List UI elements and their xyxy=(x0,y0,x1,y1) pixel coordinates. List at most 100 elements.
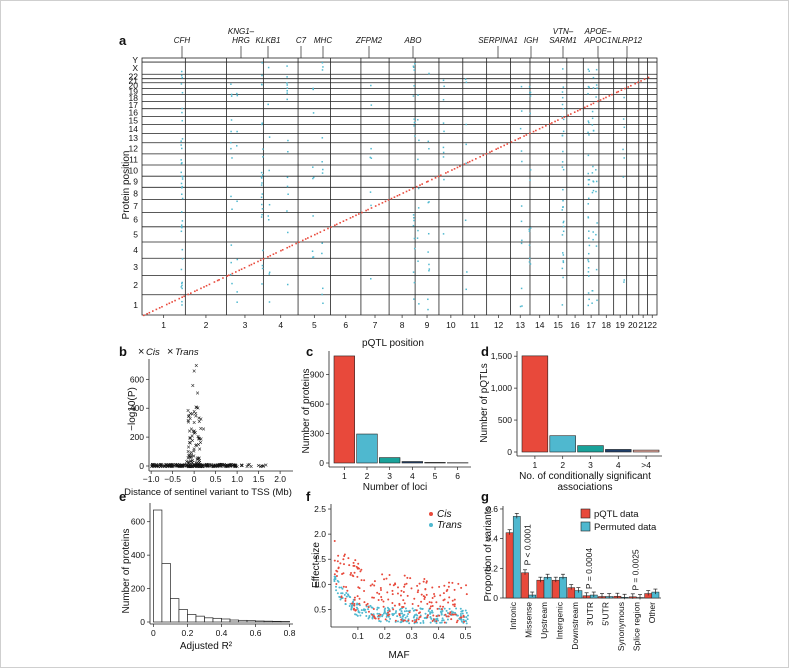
cis-point xyxy=(397,586,400,589)
cis-point xyxy=(643,78,646,81)
trans-point xyxy=(587,154,590,157)
variant-point: × xyxy=(151,463,155,470)
variant-point: × xyxy=(157,462,161,469)
trans-point xyxy=(561,134,564,137)
variant-point: × xyxy=(225,464,229,471)
trans-point xyxy=(562,276,564,279)
cis-point xyxy=(345,218,348,221)
variant-point: × xyxy=(181,463,185,470)
y-tick-label: 5 xyxy=(133,229,138,239)
cis-point xyxy=(455,621,458,624)
cis-point xyxy=(570,113,572,115)
trans-point xyxy=(261,74,263,77)
trans-point xyxy=(403,610,406,613)
y-tick-label: 200 xyxy=(130,432,144,442)
cis-point xyxy=(456,166,459,169)
panel-e-ylabel: Number of proteins xyxy=(121,528,132,613)
trans-point xyxy=(519,305,522,308)
cis-point xyxy=(423,577,426,580)
variant-point: × xyxy=(198,440,202,447)
histogram-bar xyxy=(229,619,239,623)
trans-point xyxy=(623,96,625,99)
cis-point xyxy=(351,602,354,605)
variant-point: × xyxy=(216,462,220,469)
cis-point xyxy=(538,127,541,130)
cis-point xyxy=(359,570,362,573)
variant-point: × xyxy=(260,463,264,470)
cis-point xyxy=(372,596,375,599)
cis-point xyxy=(316,232,319,235)
variant-point: × xyxy=(216,463,220,470)
variant-point: × xyxy=(159,462,163,469)
cis-point xyxy=(168,302,171,305)
trans-point xyxy=(322,66,324,68)
trans-point xyxy=(416,237,419,239)
trans-point xyxy=(181,178,184,180)
cis-point xyxy=(342,220,345,223)
cis-point xyxy=(379,587,382,590)
cis-point xyxy=(280,249,282,252)
cis-point xyxy=(183,295,185,298)
variant-point: × xyxy=(214,463,218,470)
variant-point: × xyxy=(170,464,174,471)
x-tick-label: 1.5 xyxy=(253,474,265,484)
panel-label-f: f xyxy=(306,489,311,504)
trans-point xyxy=(181,248,184,251)
variant-point: × xyxy=(188,453,192,460)
variant-point: × xyxy=(233,464,237,471)
cis-point xyxy=(440,174,442,177)
variant-point: × xyxy=(192,462,196,469)
variant-point: × xyxy=(189,426,193,433)
cis-point xyxy=(451,599,454,602)
cis-point xyxy=(218,279,220,281)
cis-point xyxy=(363,601,366,604)
variant-point: × xyxy=(192,420,196,427)
trans-point xyxy=(461,610,464,613)
trans-point xyxy=(261,193,264,195)
variant-point: × xyxy=(165,462,169,469)
trans-point xyxy=(345,591,348,594)
trans-point xyxy=(592,238,594,241)
variant-point: × xyxy=(174,463,178,470)
variant-point: × xyxy=(206,464,210,471)
cis-point xyxy=(267,256,269,258)
cis-point xyxy=(382,605,385,608)
trans-point xyxy=(286,92,288,94)
histogram-bar xyxy=(153,509,163,623)
gene-label: ABO xyxy=(404,36,422,45)
cis-point xyxy=(450,618,453,621)
cis-point xyxy=(393,604,396,607)
trans-point xyxy=(520,220,523,223)
cis-point xyxy=(363,590,366,593)
trans-point xyxy=(286,283,289,286)
trans-point xyxy=(321,62,324,64)
cis-point xyxy=(281,249,284,251)
trans-point xyxy=(260,216,263,218)
cis-point xyxy=(398,602,401,605)
cis-point xyxy=(257,260,259,263)
x-tick-label: 13 xyxy=(515,320,525,330)
variant-point: × xyxy=(206,463,210,470)
cis-point xyxy=(573,111,576,113)
trans-point xyxy=(376,612,379,615)
cis-point xyxy=(454,613,457,616)
variant-point: × xyxy=(170,463,174,470)
trans-point xyxy=(268,203,271,206)
trans-point xyxy=(180,74,183,77)
histogram-bar xyxy=(170,598,180,623)
cis-point xyxy=(349,217,352,219)
variant-point: × xyxy=(199,462,203,469)
trans-point xyxy=(350,604,353,607)
trans-point xyxy=(262,174,264,176)
variant-point: × xyxy=(227,462,231,469)
cis-point xyxy=(401,605,404,608)
variant-point: × xyxy=(179,463,183,470)
trans-point xyxy=(528,228,531,231)
cis-point xyxy=(386,591,389,594)
x-tick-label: 1.0 xyxy=(231,474,243,484)
variant-point: × xyxy=(188,429,192,436)
cis-point xyxy=(422,595,425,598)
cis-point xyxy=(563,116,566,118)
cis-point xyxy=(187,293,189,296)
cis-point xyxy=(535,129,537,132)
